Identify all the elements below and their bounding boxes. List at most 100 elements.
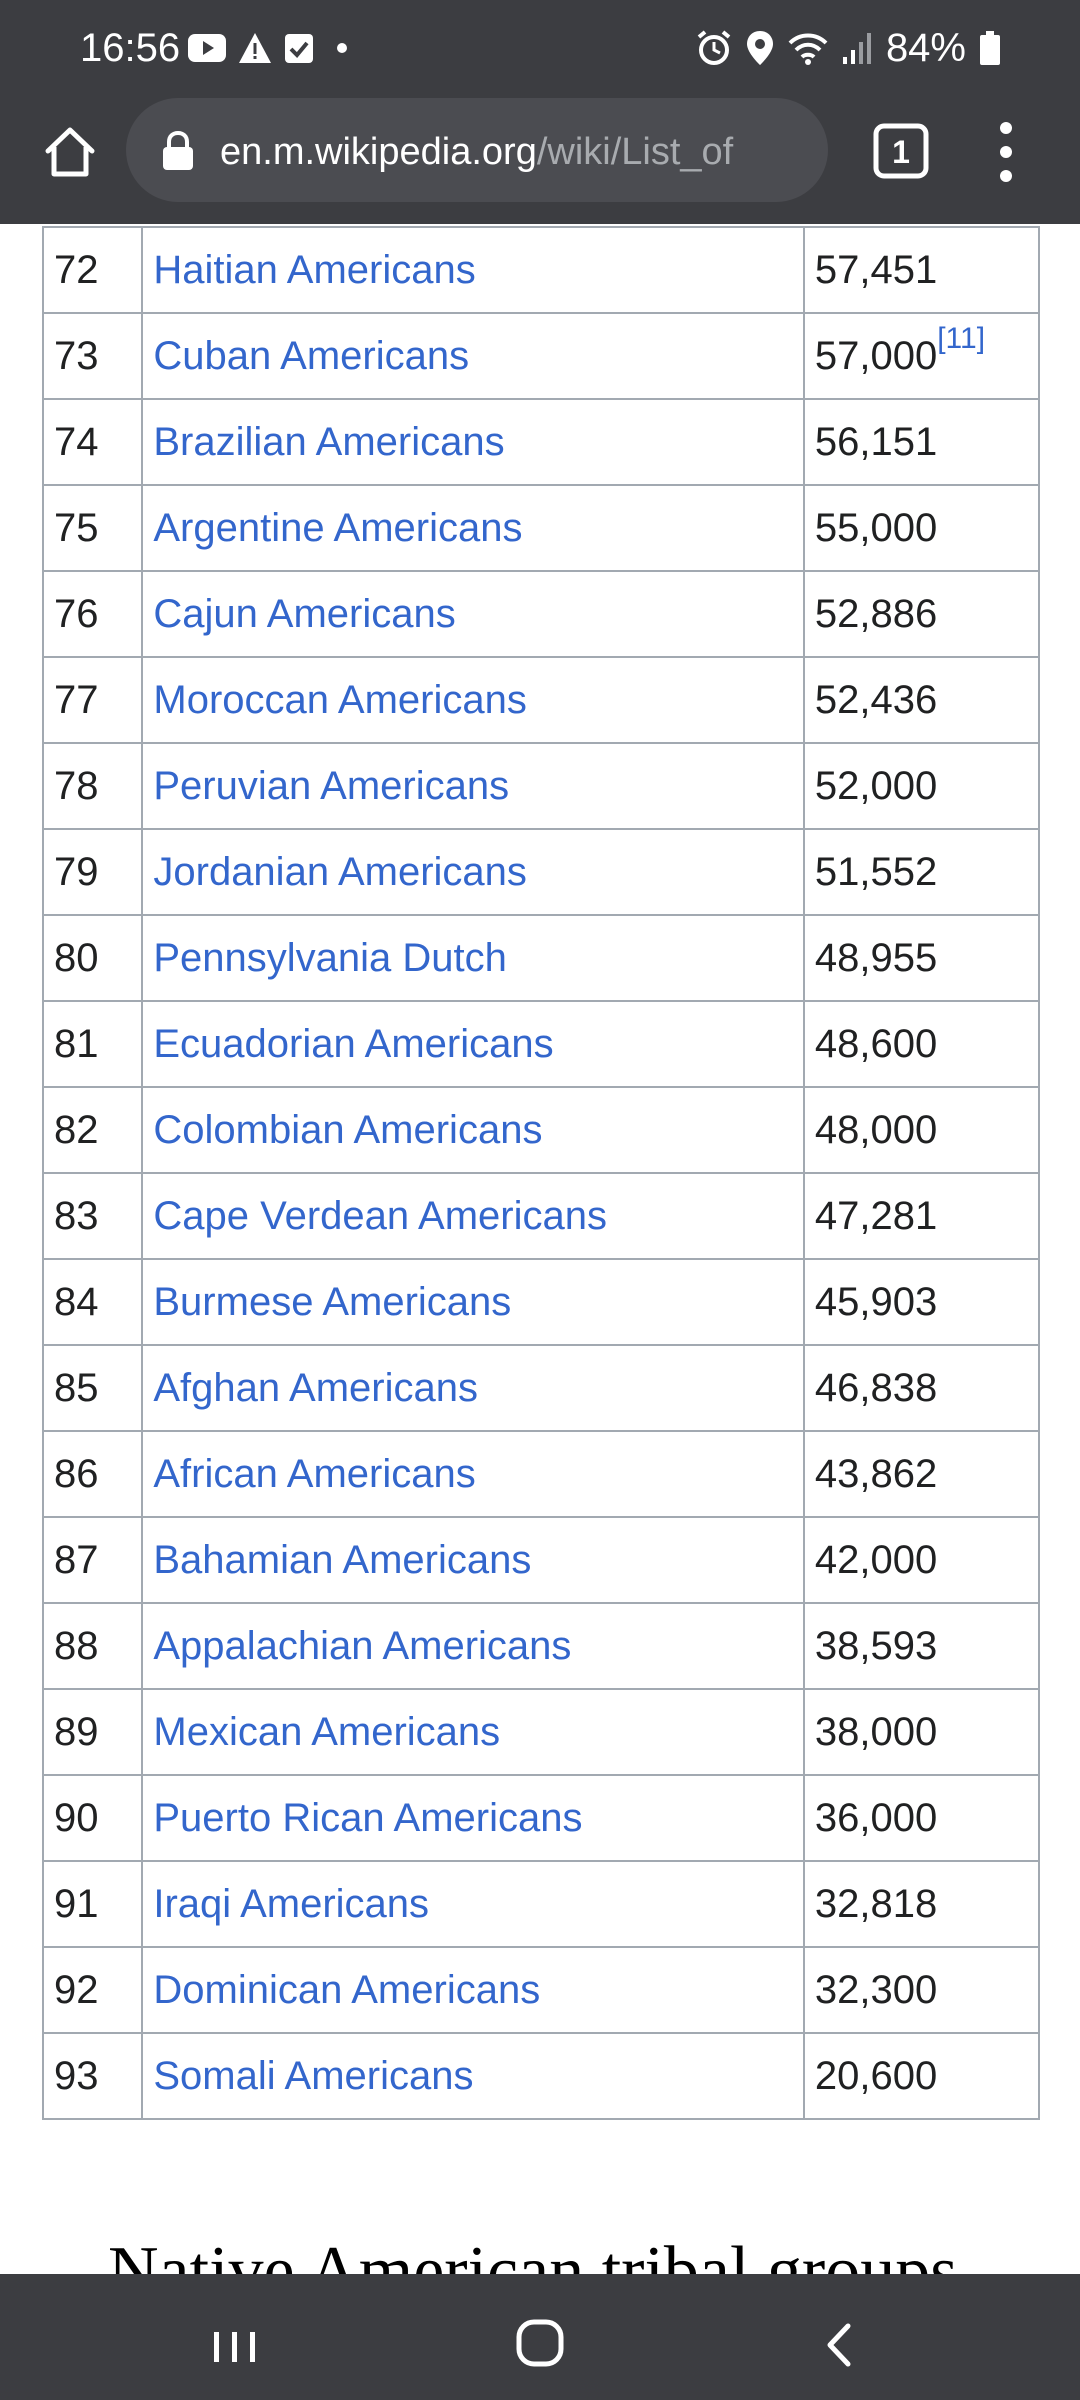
rank-cell: 75 xyxy=(41,484,144,572)
group-link[interactable]: Cape Verdean Americans xyxy=(153,1193,607,1238)
group-cell: Bahamian Americans xyxy=(141,1516,805,1604)
rank-cell: 84 xyxy=(41,1258,144,1346)
rank-cell: 82 xyxy=(41,1086,144,1174)
rank-cell: 93 xyxy=(41,2032,144,2120)
group-link[interactable]: Haitian Americans xyxy=(153,247,476,292)
group-link[interactable]: Dominican Americans xyxy=(153,1967,541,2012)
lock-icon xyxy=(160,130,196,171)
back-button[interactable] xyxy=(810,2310,870,2380)
population-cell: 20,600 xyxy=(802,2032,1041,2120)
table-row: 84 Burmese Americans 45,903 xyxy=(41,1258,1041,1346)
table-row: 85 Afghan Americans 46,838 xyxy=(41,1344,1041,1432)
group-cell: Iraqi Americans xyxy=(141,1860,805,1948)
page-content: 72 Haitian Americans 57,451 73 Cuban America… xyxy=(0,224,1080,2274)
group-link[interactable]: Puerto Rican Americans xyxy=(153,1795,583,1840)
table-row: 91 Iraqi Americans 32,818 xyxy=(41,1860,1041,1948)
population-cell: 45,903 xyxy=(802,1258,1041,1346)
notification-icons xyxy=(188,28,348,68)
population-cell: 51,552 xyxy=(802,828,1041,916)
population-value: 43,862 xyxy=(814,1451,938,1496)
rank-cell: 73 xyxy=(41,312,144,400)
rank-cell: 86 xyxy=(41,1430,144,1518)
group-link[interactable]: Burmese Americans xyxy=(153,1279,512,1324)
group-link[interactable]: Argentine Americans xyxy=(153,505,523,550)
group-link[interactable]: Pennsylvania Dutch xyxy=(153,935,507,980)
population-cell: 43,862 xyxy=(802,1430,1041,1518)
group-link[interactable]: Brazilian Americans xyxy=(153,419,505,464)
battery-percent: 84% xyxy=(885,26,966,70)
population-cell: 38,593 xyxy=(802,1602,1041,1690)
url-bar[interactable] xyxy=(126,98,828,202)
rank-cell: 76 xyxy=(41,570,144,658)
menu-dot xyxy=(1000,122,1012,134)
menu-button[interactable] xyxy=(986,122,1026,182)
reference-link[interactable]: [11] xyxy=(937,322,986,356)
population-cell: 57,451 xyxy=(802,226,1041,314)
dot-icon xyxy=(326,42,348,54)
group-cell: Colombian Americans xyxy=(141,1086,805,1174)
rank-cell: 87 xyxy=(41,1516,144,1604)
group-cell: Pennsylvania Dutch xyxy=(141,914,805,1002)
group-link[interactable]: Bahamian Americans xyxy=(153,1537,532,1582)
table-row: 80 Pennsylvania Dutch 48,955 xyxy=(41,914,1041,1002)
tab-switcher-button[interactable]: 1 xyxy=(872,122,930,180)
population-value: 38,593 xyxy=(814,1623,938,1668)
navigation-bar xyxy=(0,2274,1080,2400)
group-cell: Cuban Americans xyxy=(141,312,805,400)
group-cell: Jordanian Americans xyxy=(141,828,805,916)
population-value: 47,281 xyxy=(814,1193,938,1238)
recent-apps-icon xyxy=(214,2332,255,2362)
population-value: 42,000 xyxy=(814,1537,938,1582)
table-body: 72 Haitian Americans 57,451 73 Cuban America… xyxy=(41,226,1041,2120)
table-row: 81 Ecuadorian Americans 48,600 xyxy=(41,1000,1041,1088)
population-cell: 38,000 xyxy=(802,1688,1041,1776)
table-row: 87 Bahamian Americans 42,000 xyxy=(41,1516,1041,1604)
group-cell: Cajun Americans xyxy=(141,570,805,658)
youtube-icon xyxy=(188,34,226,62)
group-link[interactable]: Cajun Americans xyxy=(153,591,456,636)
population-cell: 56,151 xyxy=(802,398,1041,486)
warning-icon xyxy=(238,32,272,64)
status-time: 16:56 xyxy=(80,26,181,70)
group-link[interactable]: Moroccan Americans xyxy=(153,677,527,722)
population-value: 55,000 xyxy=(814,505,938,550)
table-row: 76 Cajun Americans 52,886 xyxy=(41,570,1041,658)
status-bar: 16:56 xyxy=(0,0,1080,96)
population-cell: 57,000[11] xyxy=(802,312,1041,400)
population-table: 72 Haitian Americans 57,451 73 Cuban America… xyxy=(41,226,1041,2120)
group-link[interactable]: Peruvian Americans xyxy=(153,763,510,808)
group-link[interactable]: Jordanian Americans xyxy=(153,849,527,894)
url-text[interactable]: en.m.wikipedia.org/wiki/List_of xyxy=(220,126,810,178)
home-button[interactable] xyxy=(30,112,110,192)
nav-home-button[interactable] xyxy=(505,2308,575,2378)
rank-cell: 89 xyxy=(41,1688,144,1776)
group-link[interactable]: Iraqi Americans xyxy=(153,1881,430,1926)
group-link[interactable]: Appalachian Americans xyxy=(153,1623,572,1668)
population-cell: 47,281 xyxy=(802,1172,1041,1260)
group-link[interactable]: Colombian Americans xyxy=(153,1107,543,1152)
population-cell: 52,000 xyxy=(802,742,1041,830)
population-value: 57,000 xyxy=(814,333,938,378)
group-link[interactable]: Afghan Americans xyxy=(153,1365,479,1410)
rank-cell: 90 xyxy=(41,1774,144,1862)
group-link[interactable]: African Americans xyxy=(153,1451,476,1496)
system-icons: 84% xyxy=(696,24,1000,72)
population-value: 48,600 xyxy=(814,1021,938,1066)
recent-apps-button[interactable] xyxy=(200,2312,270,2382)
population-value: 45,903 xyxy=(814,1279,938,1324)
population-value: 52,000 xyxy=(814,763,938,808)
group-cell: Mexican Americans xyxy=(141,1688,805,1776)
group-link[interactable]: Ecuadorian Americans xyxy=(153,1021,554,1066)
home-icon xyxy=(42,125,98,179)
group-link[interactable]: Cuban Americans xyxy=(153,333,470,378)
group-link[interactable]: Mexican Americans xyxy=(153,1709,501,1754)
table-row: 78 Peruvian Americans 52,000 xyxy=(41,742,1041,830)
section-heading: Native American tribal groups xyxy=(108,2233,958,2274)
group-cell: Haitian Americans xyxy=(141,226,805,314)
group-link[interactable]: Somali Americans xyxy=(153,2053,474,2098)
population-value: 51,552 xyxy=(814,849,938,894)
table-row: 89 Mexican Americans 38,000 xyxy=(41,1688,1041,1776)
menu-dot xyxy=(1000,146,1012,158)
population-value: 48,955 xyxy=(814,935,938,980)
rank-cell: 88 xyxy=(41,1602,144,1690)
